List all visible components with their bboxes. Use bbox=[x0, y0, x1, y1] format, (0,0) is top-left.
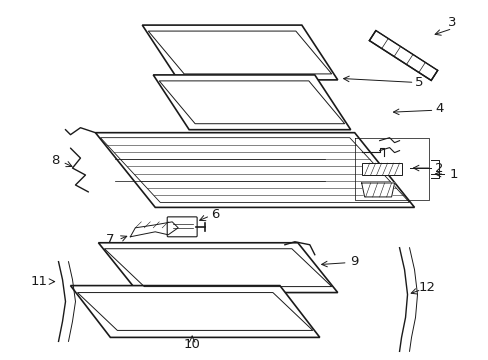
Text: 5: 5 bbox=[414, 76, 423, 89]
Polygon shape bbox=[98, 243, 337, 293]
Text: 10: 10 bbox=[183, 338, 200, 351]
Polygon shape bbox=[130, 222, 178, 237]
Text: 6: 6 bbox=[210, 208, 219, 221]
Text: 9: 9 bbox=[350, 255, 358, 268]
Polygon shape bbox=[368, 31, 437, 80]
Text: 2: 2 bbox=[434, 162, 443, 175]
Bar bbox=[361, 163, 401, 175]
Polygon shape bbox=[153, 75, 350, 130]
Text: 3: 3 bbox=[447, 16, 456, 29]
Polygon shape bbox=[142, 25, 337, 80]
Text: 7: 7 bbox=[106, 233, 114, 246]
Text: 4: 4 bbox=[434, 102, 443, 115]
Polygon shape bbox=[70, 285, 319, 337]
Text: 8: 8 bbox=[51, 154, 60, 167]
Text: 11: 11 bbox=[30, 275, 47, 288]
Text: 1: 1 bbox=[448, 167, 457, 180]
Polygon shape bbox=[95, 133, 414, 207]
FancyBboxPatch shape bbox=[167, 217, 197, 237]
Text: 12: 12 bbox=[418, 281, 435, 294]
Polygon shape bbox=[361, 183, 394, 197]
